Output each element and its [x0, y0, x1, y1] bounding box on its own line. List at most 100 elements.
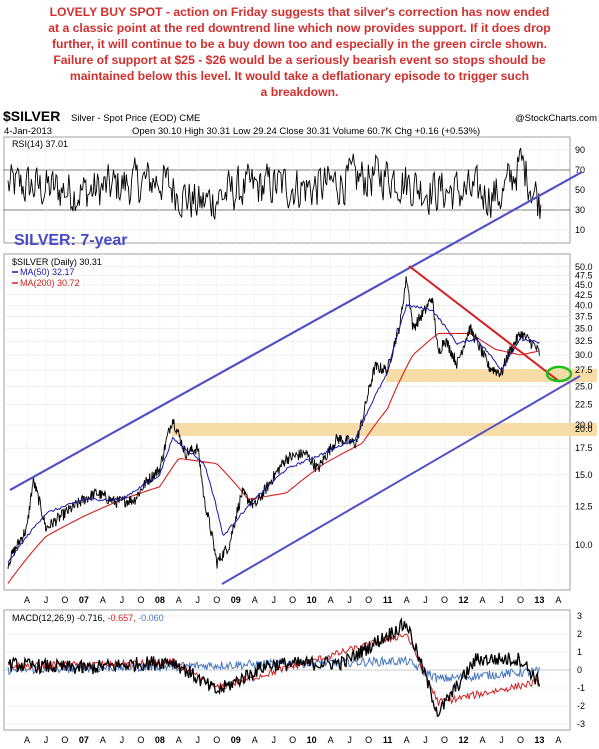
- macd-x-label: 09: [231, 735, 241, 745]
- macd-tick-label: 3: [577, 611, 582, 621]
- price-tick-label: 10.0: [575, 540, 593, 550]
- macd-x-label: J: [44, 735, 49, 745]
- macd-tick-label: 2: [577, 629, 582, 639]
- macd-x-label: 08: [155, 735, 165, 745]
- price-tick-label: 22.5: [575, 400, 593, 410]
- price-x-label: A: [24, 595, 30, 605]
- price-tick-label: 32.5: [575, 336, 593, 346]
- price-tick-label: 45.0: [575, 280, 593, 290]
- macd-x-label: A: [328, 735, 334, 745]
- copyright: @StockCharts.com: [515, 113, 597, 124]
- chart-symbol: $SILVER: [3, 108, 60, 124]
- macd-tick-label: -2: [577, 701, 585, 711]
- macd-x-label: J: [347, 735, 352, 745]
- ma200-legend: MA(200) 30.72: [20, 278, 80, 288]
- price-tick-label: 20.0: [575, 420, 593, 430]
- price-x-label: O: [289, 595, 296, 605]
- macd-x-label: O: [137, 735, 144, 745]
- buy-zone-circle: [545, 365, 573, 383]
- annotation-line: further, it will continue to be a buy do…: [51, 37, 548, 51]
- volume-value: 60.7K: [367, 126, 392, 137]
- high-value: 30.31: [207, 126, 231, 137]
- annotation-line: LOVELY BUY SPOT - action on Friday sugge…: [49, 5, 550, 19]
- price-x-label: O: [365, 595, 372, 605]
- macd-legend-main: MACD(12,26,9) -0.716,: [12, 613, 105, 623]
- ma50-legend: MA(50) 32.17: [20, 267, 75, 277]
- macd-tick-label: -1: [577, 683, 585, 693]
- ohlc-readout: Open 30.10 High 30.31 Low 29.24 Close 30…: [132, 126, 480, 137]
- macd-x-label: A: [100, 735, 106, 745]
- price-tick-label: 17.5: [575, 443, 593, 453]
- price-tick-label: 35.0: [575, 323, 593, 333]
- macd-x-label: O: [517, 735, 524, 745]
- rsi-series-line: [7, 147, 542, 220]
- macd-x-label: J: [499, 735, 504, 745]
- ma50-series-line: [7, 303, 540, 563]
- low-value: 29.24: [253, 126, 277, 137]
- price-x-label: O: [441, 595, 448, 605]
- chart-name: Silver - Spot Price (EOD) CME: [71, 113, 200, 124]
- price-x-axis-labels: A J O 07 A J O 08 A J O 09 A J O 10 A J O 11 A J O 12 A J O 13 A: [24, 595, 561, 605]
- rsi-tick-label: 70: [575, 165, 585, 175]
- price-tick-label: 27.5: [575, 365, 593, 375]
- macd-x-label: J: [423, 735, 428, 745]
- macd-x-label: 07: [79, 735, 89, 745]
- price-tick-label: 50.0: [575, 262, 593, 272]
- price-tick-label: 12.5: [575, 501, 593, 511]
- price-tick-label: 47.5: [575, 271, 593, 281]
- price-tick-label: 40.0: [575, 300, 593, 310]
- macd-x-label: A: [404, 735, 410, 745]
- price-x-label: J: [347, 595, 352, 605]
- macd-x-label: O: [441, 735, 448, 745]
- chart-date: 4-Jan-2013: [4, 126, 52, 137]
- price-grid: [4, 254, 570, 590]
- price-tick-label: 30.0: [575, 350, 593, 360]
- band-20-label: 20.0: [575, 424, 593, 434]
- support-band-25-26: [386, 369, 597, 382]
- macd-x-label: 12: [459, 735, 469, 745]
- open-value: 30.10: [158, 126, 182, 137]
- macd-legend-hist: -0.060: [138, 613, 164, 623]
- close-label: Close: [279, 126, 303, 137]
- annotation-line: maintained below this level. It would ta…: [69, 69, 530, 83]
- macd-x-label: A: [252, 735, 258, 745]
- chg-label: Chg: [395, 126, 412, 137]
- rsi-legend: RSI(14) 37.01: [12, 139, 68, 149]
- price-x-label: O: [213, 595, 220, 605]
- high-label: High: [184, 126, 204, 137]
- rsi-tick-label: 10: [575, 225, 585, 235]
- price-x-label: O: [137, 595, 144, 605]
- annotation-line: a breakdown.: [260, 85, 339, 99]
- price-x-label: A: [555, 595, 561, 605]
- macd-x-label: O: [213, 735, 220, 745]
- open-label: Open: [132, 126, 155, 137]
- macd-x-label: A: [555, 735, 561, 745]
- price-x-label: 13: [534, 595, 544, 605]
- macd-signal-line: [7, 633, 540, 706]
- macd-x-label: A: [176, 735, 182, 745]
- price-x-label: 11: [383, 595, 393, 605]
- rsi-tick-label: 30: [575, 205, 585, 215]
- macd-x-label: J: [120, 735, 125, 745]
- macd-legend: MACD(12,26,9) -0.716, -0.657, -0.060: [12, 613, 164, 623]
- price-tick-label: 37.5: [575, 311, 593, 321]
- price-x-label: 08: [155, 595, 165, 605]
- rsi-ticks: 10 30 50 70 90: [575, 145, 585, 235]
- macd-x-label: A: [479, 735, 485, 745]
- macd-legend-signal: -0.657,: [108, 613, 136, 623]
- macd-x-label: O: [289, 735, 296, 745]
- macd-ticks: -3 -2 -1 0 1 2 3: [577, 611, 585, 729]
- price-ticks: 10.0 12.5 15.0 17.5 20.0 22.5 25.0 27.5 30.0 32.5…: [575, 262, 593, 550]
- channel-lower-line: [221, 375, 581, 585]
- price-tick-label: 25.0: [575, 382, 593, 392]
- macd-x-label: A: [24, 735, 30, 745]
- price-x-label: A: [479, 595, 485, 605]
- price-x-label: J: [196, 595, 201, 605]
- price-x-label: A: [100, 595, 106, 605]
- price-legend: $SILVER (Daily) 30.31: [12, 257, 102, 267]
- macd-x-label: O: [365, 735, 372, 745]
- low-label: Low: [233, 126, 251, 137]
- chart-annotation: LOVELY BUY SPOT - action on Friday sugge…: [0, 4, 599, 100]
- chg-value: +0.16 (+0.53%): [415, 126, 481, 137]
- rsi-tick-label: 90: [575, 145, 585, 155]
